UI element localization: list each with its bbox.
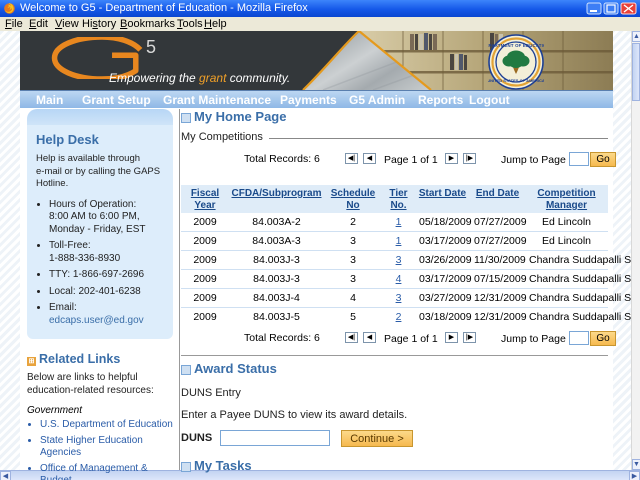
- svg-text:DEPARTMENT OF EDUCATION: DEPARTMENT OF EDUCATION: [488, 43, 544, 48]
- svg-text:UNITED STATES OF AMERICA: UNITED STATES OF AMERICA: [488, 78, 544, 83]
